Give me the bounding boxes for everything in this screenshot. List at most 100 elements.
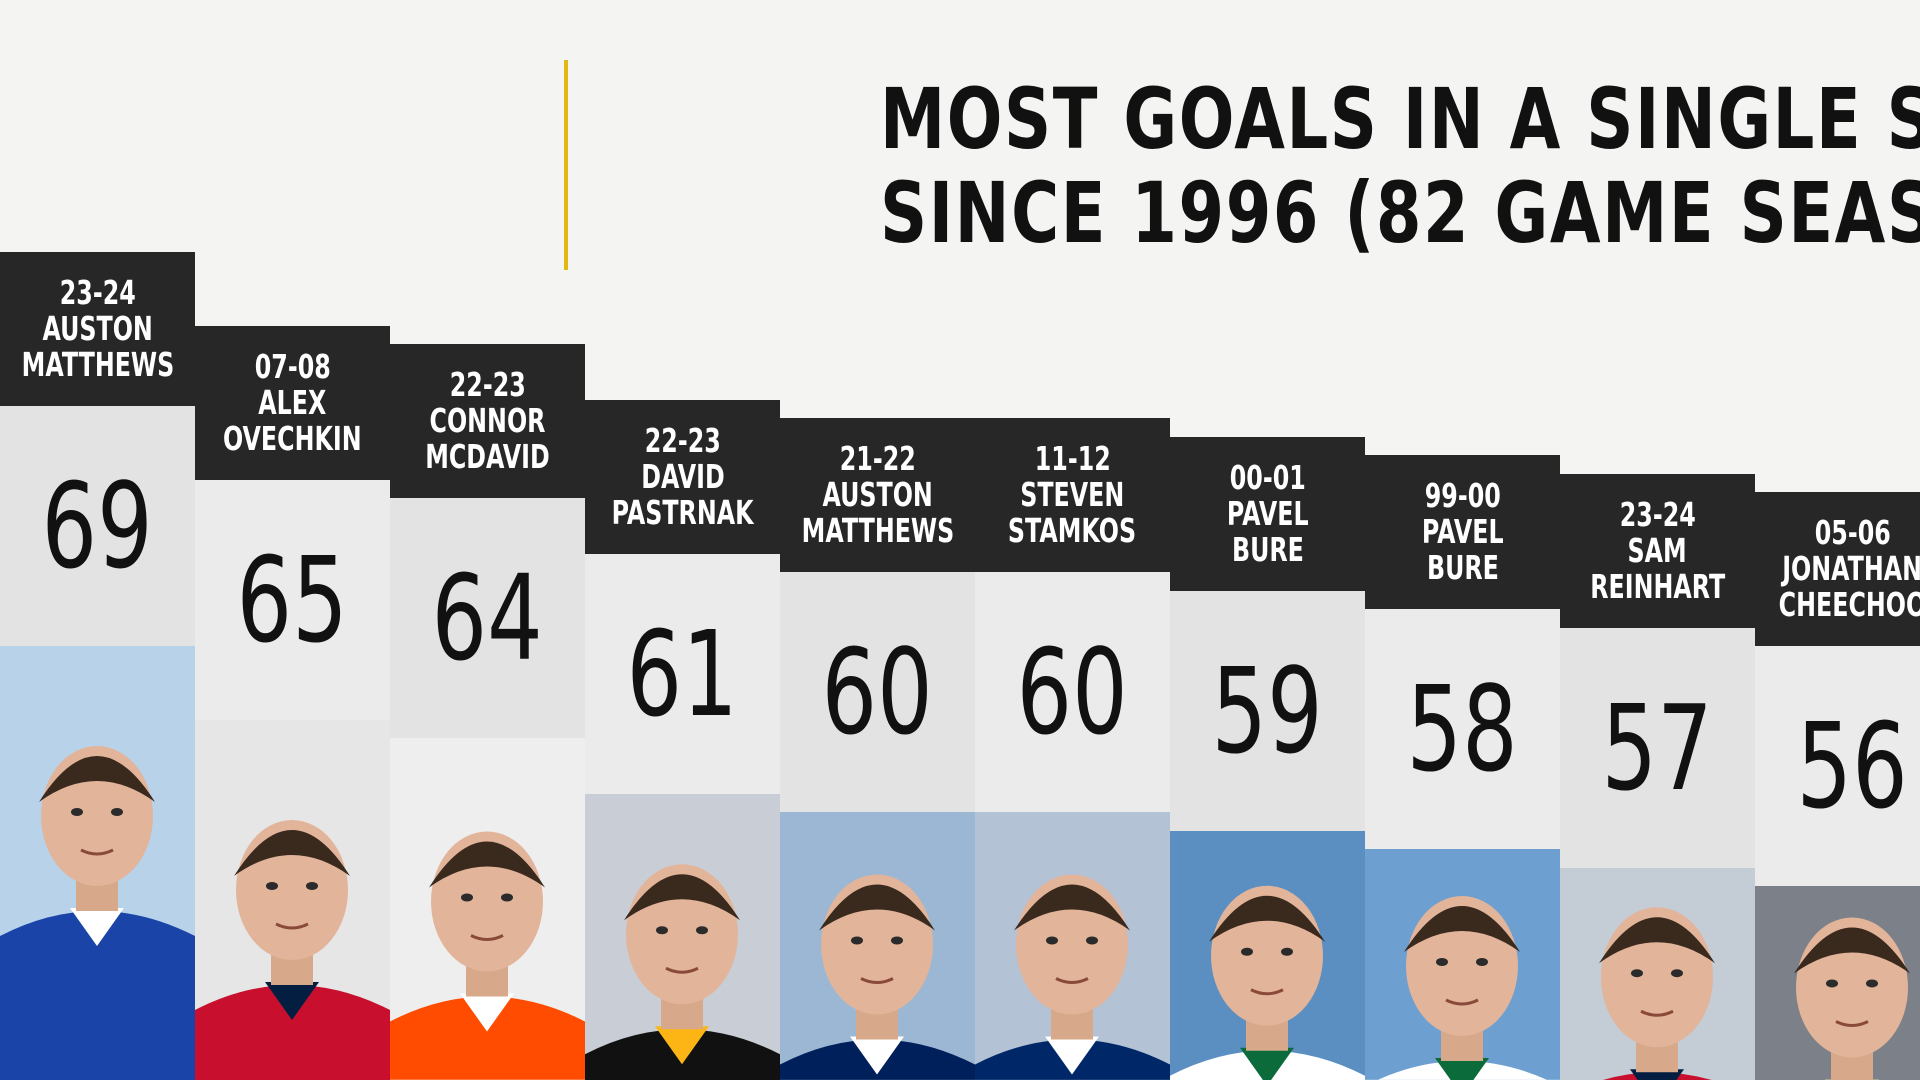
- goal-bar: 61: [585, 553, 780, 794]
- player-portrait-icon: [1755, 886, 1920, 1080]
- player-last-name: MATTHEWS: [21, 345, 174, 384]
- left-eye-shape: [656, 925, 668, 934]
- goal-bar: 65: [195, 479, 390, 720]
- hair-shape: [1404, 906, 1520, 953]
- goal-value-label: 60: [1016, 623, 1129, 762]
- bar-column: 11-12 STEVEN STAMKOS 60: [975, 0, 1170, 1080]
- hair-shape: [1209, 895, 1325, 942]
- hair-shape: [39, 756, 155, 802]
- right-eye-shape: [1476, 958, 1488, 967]
- player-last-name: BURE: [1426, 548, 1499, 588]
- mouth-shape: [80, 848, 114, 856]
- season-label: 22-23: [644, 420, 721, 460]
- right-eye-shape: [1281, 947, 1293, 956]
- mouth-shape: [470, 934, 504, 942]
- player-photo: [1755, 886, 1920, 1080]
- goal-bar: 56: [1755, 646, 1920, 886]
- mouth-shape: [1640, 1009, 1674, 1017]
- right-eye-shape: [306, 881, 318, 890]
- goal-bar: 59: [1170, 590, 1365, 831]
- player-photo: [1170, 830, 1365, 1080]
- player-first-name: AUSTON: [42, 309, 153, 348]
- player-photo: [1365, 849, 1560, 1080]
- bar-column: 22-23 CONNOR MCDAVID 64: [390, 0, 585, 1080]
- jersey-collar-shape: [70, 908, 124, 946]
- bar-column: 00-01 PAVEL BURE 59: [1170, 0, 1365, 1080]
- player-photo: [585, 793, 780, 1080]
- left-eye-shape: [461, 893, 473, 902]
- player-last-name: PASTRNAK: [611, 492, 754, 532]
- bar-column: 05-06 JONATHAN CHEECHOO 56: [1755, 0, 1920, 1080]
- hair-shape: [1794, 927, 1910, 974]
- mouth-shape: [1835, 1020, 1869, 1027]
- left-eye-shape: [1631, 968, 1643, 977]
- player-first-name: CONNOR: [429, 401, 546, 441]
- player-portrait-icon: [780, 812, 975, 1080]
- hair-shape: [429, 841, 545, 888]
- hair-shape: [1014, 884, 1130, 931]
- player-last-name: STAMKOS: [1008, 511, 1137, 551]
- jersey-shape: [390, 996, 585, 1080]
- left-eye-shape: [71, 808, 83, 816]
- right-eye-shape: [1671, 968, 1683, 977]
- jersey-shape: [0, 911, 195, 1080]
- hair-shape: [819, 884, 935, 931]
- goal-value-label: 56: [1796, 697, 1909, 835]
- player-label: 21-22 AUSTON MATTHEWS: [780, 418, 975, 573]
- jersey-collar-shape: [1435, 1058, 1489, 1080]
- player-label: 23-24 SAM REINHART: [1560, 473, 1755, 628]
- player-first-name: PAVEL: [1226, 493, 1309, 533]
- goal-bar: 57: [1560, 627, 1755, 868]
- goal-bar: 64: [390, 498, 585, 739]
- bar-column: 07-08 ALEX OVECHKIN 65: [195, 0, 390, 1080]
- player-first-name: PAVEL: [1421, 512, 1504, 552]
- jersey-shape: [195, 984, 390, 1080]
- right-eye-shape: [1866, 979, 1878, 988]
- hair-shape: [624, 873, 740, 920]
- right-eye-shape: [696, 925, 708, 934]
- jersey-collar-shape: [1045, 1036, 1099, 1075]
- player-first-name: ALEX: [258, 382, 327, 422]
- goal-value-label: 61: [626, 604, 739, 743]
- player-photo: [195, 719, 390, 1080]
- jersey-collar-shape: [265, 981, 319, 1020]
- player-last-name: REINHART: [1590, 566, 1725, 606]
- right-eye-shape: [891, 936, 903, 945]
- player-label: 23-24 AUSTON MATTHEWS: [0, 252, 195, 406]
- season-label: 05-06: [1814, 513, 1891, 552]
- season-label: 00-01: [1229, 457, 1306, 497]
- player-first-name: AUSTON: [822, 475, 933, 515]
- bar-column: 21-22 AUSTON MATTHEWS 60: [780, 0, 975, 1080]
- jersey-collar-shape: [655, 1025, 709, 1064]
- player-portrait-icon: [390, 738, 585, 1080]
- player-last-name: BURE: [1231, 529, 1304, 569]
- mouth-shape: [1250, 987, 1284, 995]
- left-eye-shape: [1241, 947, 1253, 956]
- goal-value-label: 58: [1406, 660, 1519, 799]
- goal-bar: 69: [0, 406, 195, 646]
- player-portrait-icon: [1365, 849, 1560, 1080]
- jersey-collar-shape: [850, 1036, 904, 1075]
- jersey-collar-shape: [460, 993, 514, 1032]
- goal-bar: 58: [1365, 609, 1560, 850]
- player-photo: [780, 812, 975, 1080]
- bar-column: 22-23 DAVID PASTRNAK 61: [585, 0, 780, 1080]
- mouth-shape: [1055, 977, 1089, 985]
- player-label: 00-01 PAVEL BURE: [1170, 436, 1365, 591]
- player-label: 11-12 STEVEN STAMKOS: [975, 418, 1170, 573]
- mouth-shape: [275, 922, 309, 930]
- hair-shape: [234, 829, 350, 876]
- player-label: 99-00 PAVEL BURE: [1365, 455, 1560, 610]
- player-photo: [390, 738, 585, 1080]
- right-eye-shape: [1086, 936, 1098, 945]
- player-label: 22-23 DAVID PASTRNAK: [585, 399, 780, 554]
- player-photo: [1560, 867, 1755, 1080]
- player-last-name: CHEECHOO: [1778, 585, 1920, 624]
- title-accent-line: [564, 60, 568, 270]
- player-label: 22-23 CONNOR MCDAVID: [390, 344, 585, 499]
- goal-bar: 60: [975, 572, 1170, 813]
- season-label: 07-08: [254, 346, 331, 386]
- chart-title: MOST GOALS IN A SINGLE SEASON SINCE 1996…: [880, 72, 1920, 260]
- goal-value-label: 59: [1211, 641, 1324, 780]
